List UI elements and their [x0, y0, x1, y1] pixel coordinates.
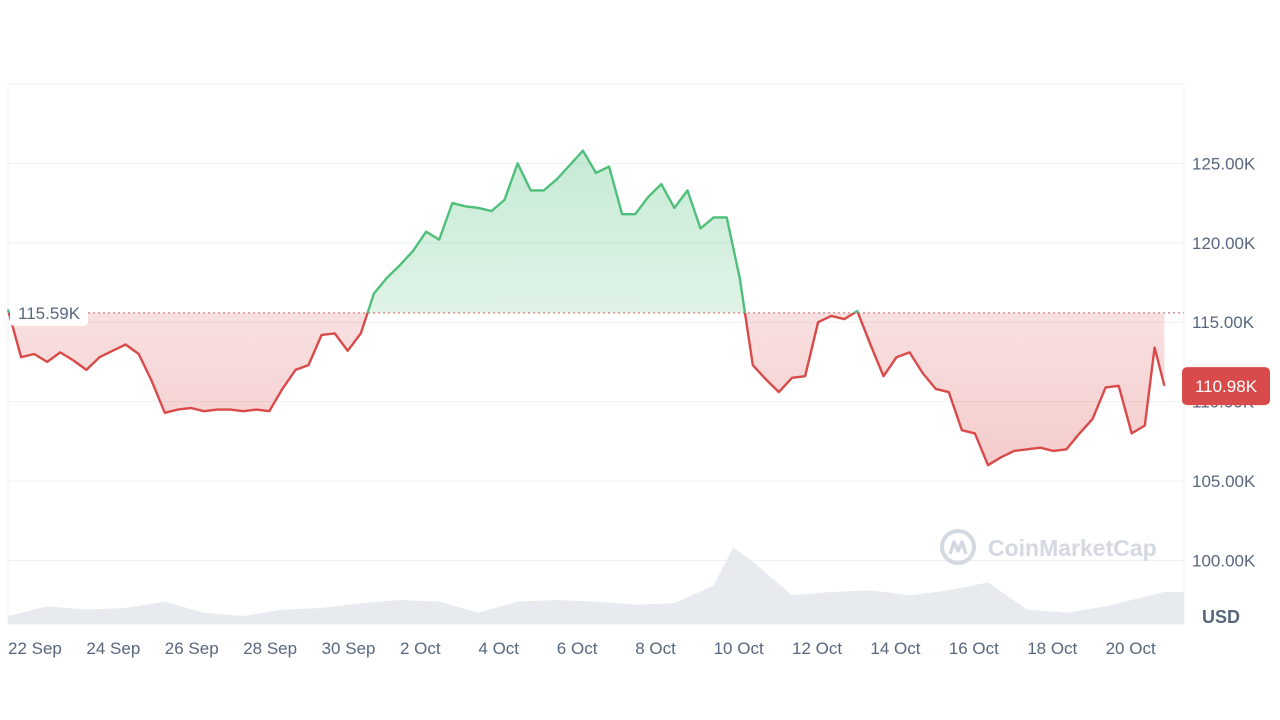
- x-tick-label: 28 Sep: [243, 639, 297, 658]
- watermark: CoinMarketCap: [940, 529, 1157, 565]
- reference-label-text: 115.59K: [18, 304, 81, 323]
- y-tick-label: 125.00K: [1192, 154, 1256, 173]
- x-tick-label: 30 Sep: [322, 639, 376, 658]
- y-tick-label: 120.00K: [1192, 234, 1256, 253]
- price-line-below-reference: [7, 312, 1166, 467]
- reference-label: 115.59K: [10, 299, 88, 326]
- current-price-text: 110.98K: [1195, 377, 1258, 396]
- watermark-text: CoinMarketCap: [988, 535, 1157, 561]
- y-tick-label: 100.00K: [1192, 551, 1256, 570]
- y-tick-label: 105.00K: [1192, 472, 1256, 491]
- x-tick-label: 6 Oct: [557, 639, 598, 658]
- volume-area: [8, 547, 1184, 624]
- x-tick-label: 8 Oct: [635, 639, 676, 658]
- x-tick-label: 22 Sep: [8, 639, 62, 658]
- x-tick-label: 12 Oct: [792, 639, 842, 658]
- x-tick-label: 4 Oct: [478, 639, 519, 658]
- x-tick-label: 14 Oct: [870, 639, 920, 658]
- x-tick-label: 18 Oct: [1027, 639, 1077, 658]
- x-tick-label: 26 Sep: [165, 639, 219, 658]
- currency-label: USD: [1202, 607, 1240, 627]
- area-above-reference: [8, 150, 858, 313]
- x-tick-label: 10 Oct: [714, 639, 764, 658]
- coinmarketcap-logo-icon: [940, 529, 976, 565]
- y-tick-label: 115.00K: [1192, 313, 1255, 332]
- x-tick-label: 24 Sep: [86, 639, 140, 658]
- y-axis-labels: 100.00K105.00K110.00K115.00K120.00K125.0…: [1192, 154, 1256, 570]
- current-price-badge: 110.98K: [1182, 367, 1270, 406]
- x-tick-label: 16 Oct: [949, 639, 999, 658]
- x-tick-label: 2 Oct: [400, 639, 441, 658]
- x-tick-label: 20 Oct: [1106, 639, 1156, 658]
- x-axis-labels: 22 Sep 24 Sep 26 Sep 28 Sep 30 Sep 2 Oct 4 Oct…: [8, 639, 1156, 658]
- area-below-reference: [8, 312, 1165, 466]
- price-line-above-reference: [6, 149, 860, 313]
